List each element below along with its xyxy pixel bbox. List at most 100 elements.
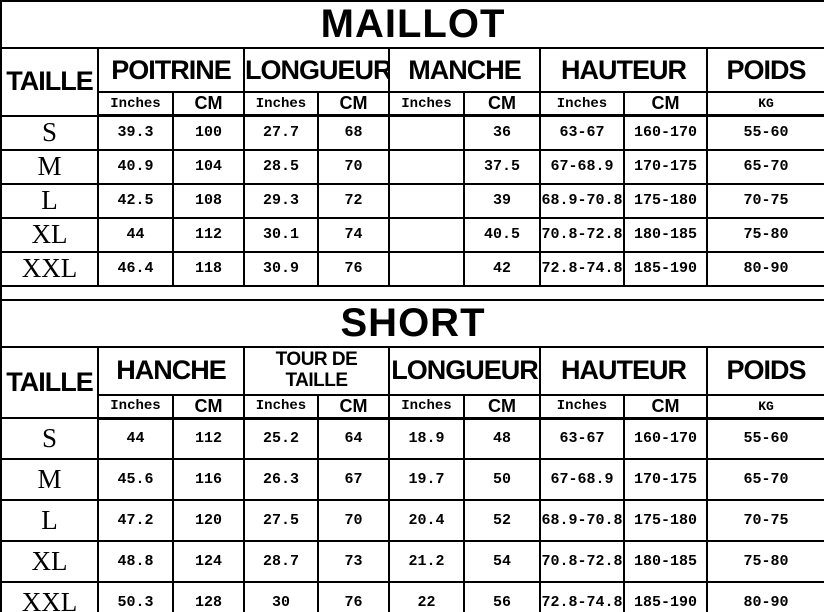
short-title-row: SHORT	[0, 298, 824, 348]
unit-header: Inches	[388, 393, 465, 420]
column-header-poids: POIDS	[705, 47, 824, 93]
table-row: M 40.9 104 28.5 70 37.5 67-68.9 170-175 …	[0, 148, 824, 185]
value-cell: 46.4	[97, 250, 174, 287]
value-cell: 108	[172, 182, 245, 219]
value-cell: 55-60	[705, 417, 824, 460]
value-cell: 70.8-72.8	[539, 216, 625, 253]
value-cell: 42.5	[97, 182, 174, 219]
value-cell: 160-170	[623, 114, 708, 151]
value-cell: 22	[388, 581, 465, 612]
value-cell: 70-75	[705, 182, 824, 219]
value-cell: 28.7	[243, 540, 319, 583]
value-cell: 185-190	[623, 581, 708, 612]
value-cell: 124	[172, 540, 245, 583]
column-header-longueur: LONGUEUR	[243, 47, 390, 93]
table-row: XL 48.8 124 28.7 73 21.2 54 70.8-72.8 18…	[0, 540, 824, 583]
value-cell: 21.2	[388, 540, 465, 583]
value-cell: 76	[317, 250, 390, 287]
value-cell: 120	[172, 499, 245, 542]
value-cell: 63-67	[539, 114, 625, 151]
value-cell: 67-68.9	[539, 148, 625, 185]
value-cell: 170-175	[623, 458, 708, 501]
value-cell: 37.5	[463, 148, 541, 185]
column-header-longueur: LONGUEUR	[388, 345, 541, 396]
value-cell: 20.4	[388, 499, 465, 542]
maillot-title-row: MAILLOT	[0, 0, 824, 49]
table-row: XXL 50.3 128 30 76 22 56 72.8-74.8 185-1…	[0, 581, 824, 612]
value-cell: 50	[463, 458, 541, 501]
unit-header: CM	[623, 91, 708, 117]
value-cell: 48.8	[97, 540, 174, 583]
size-row-label: M	[0, 148, 99, 185]
value-cell: 52	[463, 499, 541, 542]
unit-header: CM	[463, 91, 541, 117]
size-row-label: XL	[0, 216, 99, 253]
value-cell: 36	[463, 114, 541, 151]
size-row-label: XXL	[0, 581, 99, 612]
value-cell: 70	[317, 148, 390, 185]
unit-header: Inches	[388, 91, 465, 117]
value-cell: 44	[97, 417, 174, 460]
value-cell: 18.9	[388, 417, 465, 460]
value-cell: 80-90	[705, 250, 824, 287]
value-cell: 175-180	[623, 182, 708, 219]
table-row: S 39.3 100 27.7 68 36 63-67 160-170 55-6…	[0, 114, 824, 151]
value-cell: 63-67	[539, 417, 625, 460]
value-cell: 170-175	[623, 148, 708, 185]
value-cell: 44	[97, 216, 174, 253]
value-cell: 64	[317, 417, 390, 460]
unit-header: CM	[317, 393, 390, 420]
value-cell	[388, 182, 465, 219]
value-cell: 70-75	[705, 499, 824, 542]
column-header-taille: TAILLE	[0, 345, 99, 419]
maillot-header-row: TAILLE POITRINE LONGUEUR MANCHE HAUTEUR …	[0, 47, 824, 117]
value-cell: 68	[317, 114, 390, 151]
maillot-unit-row: Inches CM Inches CM Inches CM Inches CM …	[1, 91, 824, 117]
size-row-label: S	[0, 417, 99, 460]
value-cell: 72	[317, 182, 390, 219]
table-gap	[0, 284, 824, 301]
unit-header: CM	[317, 91, 390, 117]
table-row: L 42.5 108 29.3 72 39 68.9-70.8 175-180 …	[0, 182, 824, 219]
value-cell: 72.8-74.8	[539, 250, 625, 287]
value-cell: 25.2	[243, 417, 319, 460]
value-cell: 28.5	[243, 148, 319, 185]
value-cell: 112	[172, 417, 245, 460]
value-cell: 40.5	[463, 216, 541, 253]
value-cell: 180-185	[623, 540, 708, 583]
value-cell: 48	[463, 417, 541, 460]
value-cell: 180-185	[623, 216, 708, 253]
value-cell: 54	[463, 540, 541, 583]
value-cell: 30.9	[243, 250, 319, 287]
value-cell: 175-180	[623, 499, 708, 542]
table-row: XL 44 112 30.1 74 40.5 70.8-72.8 180-185…	[0, 216, 824, 253]
value-cell: 45.6	[97, 458, 174, 501]
short-unit-row: Inches CM Inches CM Inches CM Inches CM …	[1, 393, 824, 420]
value-cell: 56	[463, 581, 541, 612]
short-header-row: TAILLE HANCHE TOUR DE TAILLE LONGUEUR HA…	[0, 345, 824, 419]
table-row: XXL 46.4 118 30.9 76 42 72.8-74.8 185-19…	[0, 250, 824, 287]
column-header-poids: POIDS	[705, 345, 824, 396]
value-cell: 67-68.9	[539, 458, 625, 501]
column-header-hauteur: HAUTEUR	[539, 47, 708, 93]
table-row: S 44 112 25.2 64 18.9 48 63-67 160-170 5…	[0, 417, 824, 460]
value-cell: 30	[243, 581, 319, 612]
unit-header: Inches	[97, 91, 174, 117]
unit-header: Inches	[243, 91, 319, 117]
value-cell: 72.8-74.8	[539, 581, 625, 612]
column-header-hauteur: HAUTEUR	[539, 345, 708, 396]
value-cell: 27.5	[243, 499, 319, 542]
column-header-tour-de-taille: TOUR DE TAILLE	[243, 345, 390, 396]
unit-header: Inches	[97, 393, 174, 420]
value-cell: 26.3	[243, 458, 319, 501]
value-cell: 70	[317, 499, 390, 542]
value-cell: 80-90	[705, 581, 824, 612]
value-cell: 160-170	[623, 417, 708, 460]
value-cell: 112	[172, 216, 245, 253]
table-row: L 47.2 120 27.5 70 20.4 52 68.9-70.8 175…	[0, 499, 824, 542]
value-cell: 75-80	[705, 216, 824, 253]
value-cell	[388, 114, 465, 151]
value-cell: 39	[463, 182, 541, 219]
value-cell: 116	[172, 458, 245, 501]
